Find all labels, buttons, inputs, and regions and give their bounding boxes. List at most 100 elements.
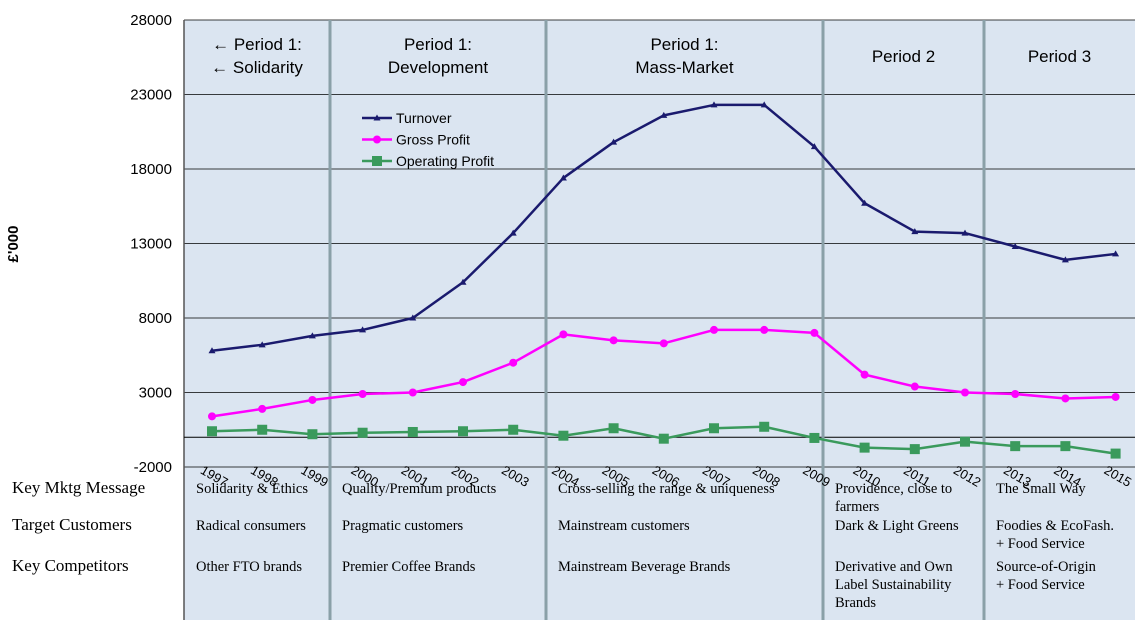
table-cell-line: Label Sustainability bbox=[835, 577, 952, 593]
period-header-line: Development bbox=[388, 58, 488, 77]
data-point bbox=[809, 432, 820, 443]
table-cell-line: Cross-selling the range & uniqueness bbox=[558, 481, 775, 497]
data-point bbox=[208, 412, 216, 421]
data-point bbox=[759, 421, 770, 432]
table-cell: Other FTO brands bbox=[196, 559, 302, 575]
y-axis: -2000 3000 8000 13000 18000 23000 28000 £'000 bbox=[5, 12, 185, 620]
legend-label: Operating Profit bbox=[396, 153, 494, 169]
table-cell: Derivative and Own Label Sustainability Br… bbox=[835, 559, 953, 611]
table-row-label: Key Mktg Message bbox=[12, 478, 145, 497]
table-cell-line: Radical consumers bbox=[196, 518, 306, 534]
data-point bbox=[359, 326, 367, 333]
data-point bbox=[408, 388, 417, 397]
y-tick-label: 3000 bbox=[139, 385, 172, 402]
table-cell: Mainstream customers bbox=[558, 518, 690, 534]
series-operating-profit bbox=[207, 421, 1121, 459]
data-point bbox=[860, 370, 869, 379]
period-header: Period 1: Development bbox=[388, 35, 488, 77]
data-point bbox=[559, 330, 568, 339]
data-point bbox=[660, 111, 668, 118]
y-tick-label: 18000 bbox=[130, 161, 172, 178]
legend-marker bbox=[373, 135, 381, 144]
table-cell: Solidarity & Ethics bbox=[196, 481, 308, 497]
data-point bbox=[1011, 242, 1019, 249]
data-point bbox=[960, 436, 970, 447]
y-tick-label: 28000 bbox=[130, 12, 172, 29]
data-point bbox=[258, 341, 266, 348]
table-cell-line: farmers bbox=[835, 499, 880, 515]
data-point bbox=[1010, 441, 1021, 452]
table-cell-line: Source-of-Origin bbox=[996, 559, 1097, 575]
table-cell: Foodies & EcoFash. + Food Service bbox=[996, 518, 1114, 552]
data-point bbox=[710, 101, 718, 108]
data-point bbox=[357, 427, 368, 438]
data-point bbox=[257, 424, 268, 435]
data-point bbox=[659, 339, 668, 348]
data-point bbox=[558, 430, 569, 441]
table-cell: Radical consumers bbox=[196, 518, 306, 534]
table-cell-line: The Small Way bbox=[996, 481, 1086, 497]
table-cell: The Small Way bbox=[996, 481, 1086, 497]
period-header-line: Period 1: bbox=[650, 35, 718, 54]
data-point bbox=[458, 426, 468, 437]
legend-label: Turnover bbox=[396, 110, 452, 126]
data-point bbox=[307, 429, 318, 440]
table-cell: Dark & Light Greens bbox=[835, 518, 959, 534]
table-cell-line: Mainstream Beverage Brands bbox=[558, 559, 731, 575]
data-point bbox=[609, 336, 618, 345]
period-header: Period 2 bbox=[872, 47, 935, 66]
period-dividers bbox=[328, 20, 986, 620]
data-point bbox=[658, 433, 669, 444]
gridlines bbox=[184, 19, 1135, 468]
series-turnover bbox=[208, 101, 1120, 354]
data-point bbox=[407, 426, 418, 437]
y-tick-label: 8000 bbox=[139, 310, 172, 327]
table-cell-line: Providence, close to bbox=[835, 481, 952, 497]
data-point bbox=[208, 347, 216, 354]
data-point bbox=[861, 199, 869, 206]
data-point bbox=[1011, 389, 1020, 398]
data-point bbox=[1112, 250, 1120, 257]
y-axis-label: £'000 bbox=[5, 226, 22, 263]
period-header-line: Period 2 bbox=[872, 47, 935, 66]
plot-background bbox=[184, 20, 1135, 620]
period-header-line: Period 1: bbox=[404, 35, 472, 54]
data-point bbox=[358, 389, 367, 398]
table-cell-line: Mainstream customers bbox=[558, 518, 690, 534]
y-tick-label: 13000 bbox=[130, 236, 172, 253]
table-cell: Source-of-Origin + Food Service bbox=[996, 559, 1097, 593]
table-cell: Cross-selling the range & uniqueness bbox=[558, 481, 775, 497]
table-cell-line: + Food Service bbox=[996, 577, 1085, 593]
table-cell-line: Solidarity & Ethics bbox=[196, 481, 308, 497]
table-cell: Mainstream Beverage Brands bbox=[558, 559, 731, 575]
data-point bbox=[709, 423, 719, 434]
legend-label: Gross Profit bbox=[396, 132, 470, 148]
data-point bbox=[909, 444, 920, 455]
period-header: Period 3 bbox=[1028, 47, 1091, 66]
data-point bbox=[961, 229, 969, 236]
series-gross-profit bbox=[208, 325, 1120, 421]
data-point bbox=[308, 395, 317, 404]
period-header: ← Period 1: ← Solidarity bbox=[211, 35, 303, 77]
data-point bbox=[760, 101, 768, 108]
table-row-label: Key Competitors bbox=[12, 556, 129, 575]
table-cell-line: Other FTO brands bbox=[196, 559, 302, 575]
data-point bbox=[911, 228, 919, 235]
table-cell-line: Brands bbox=[835, 595, 876, 611]
data-point bbox=[1061, 256, 1069, 263]
data-point bbox=[810, 143, 818, 150]
table-cell-line: Foodies & EcoFash. bbox=[996, 518, 1114, 534]
table-cell-line: + Food Service bbox=[996, 536, 1085, 552]
data-point bbox=[258, 404, 267, 413]
period-headers: ← Period 1: ← Solidarity Period 1: Developm… bbox=[211, 35, 1091, 77]
table-cell-line: Dark & Light Greens bbox=[835, 518, 959, 534]
table-row-label: Target Customers bbox=[12, 515, 132, 534]
data-point bbox=[508, 424, 519, 435]
data-point bbox=[509, 358, 518, 367]
table-cell: Providence, close to farmers bbox=[835, 481, 952, 515]
period-header-line: Period 3 bbox=[1028, 47, 1091, 66]
data-point bbox=[1110, 448, 1121, 459]
y-tick-label: 23000 bbox=[130, 87, 172, 104]
table-cell: Pragmatic customers bbox=[342, 518, 464, 534]
legend-marker bbox=[373, 114, 381, 121]
